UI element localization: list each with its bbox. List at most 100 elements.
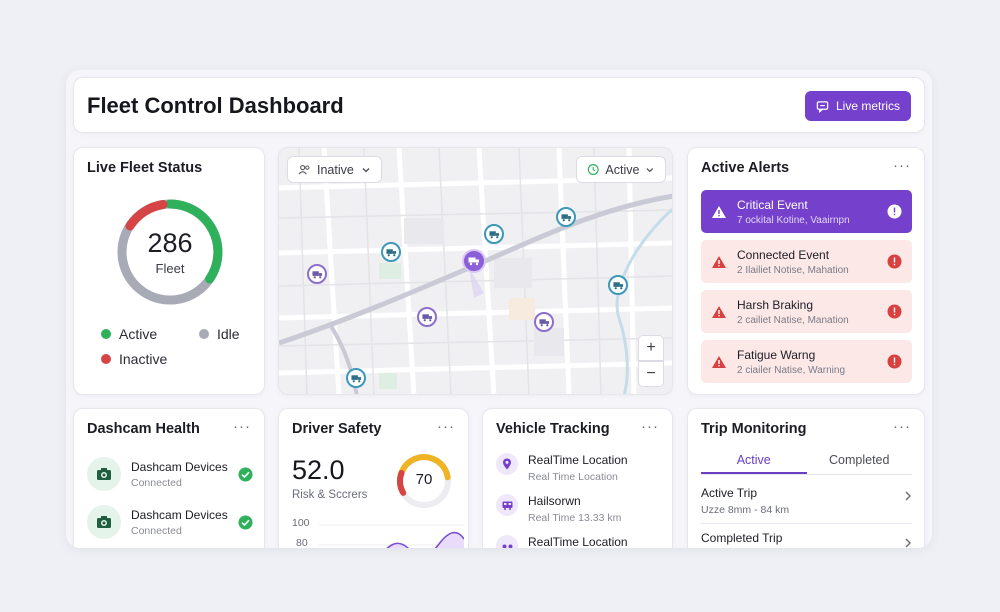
dashcam-title: Dashcam Health — [87, 421, 200, 437]
location-pin-icon — [496, 453, 518, 475]
donut-active-segment — [165, 199, 223, 284]
truck-icon — [612, 281, 623, 289]
alert-title: Critical Event — [737, 197, 808, 212]
error-icon — [887, 304, 902, 319]
zoom-out-button[interactable]: − — [638, 361, 664, 387]
dashcam-device-row[interactable]: Dashcam Devices Connected — [87, 457, 253, 491]
tab-completed[interactable]: Completed — [829, 453, 890, 467]
truck-icon — [421, 313, 432, 321]
warning-triangle-icon — [712, 305, 726, 318]
gauge-value: 70 — [415, 471, 433, 488]
vehicle-pin[interactable] — [417, 307, 437, 327]
tracking-item[interactable]: Hailsorwn Real Time 13.33 km — [496, 494, 621, 524]
fleet-total: 286 — [147, 228, 193, 258]
alert-subtitle: 2 ciailer Natise, Warning — [737, 364, 846, 376]
warning-triangle-icon — [712, 355, 726, 368]
chevron-right-icon — [905, 491, 911, 501]
trip-row[interactable]: Active Trip Uzze 8mm - 84 km — [701, 486, 912, 524]
alert-title: Fatigue Warng — [737, 347, 816, 362]
vehicle-pin-selected[interactable] — [462, 249, 486, 273]
device-status: Connected — [131, 476, 182, 489]
legend-label: Idle — [217, 326, 240, 342]
legend-dot-inactive — [101, 354, 111, 364]
active-alerts-card: Active Alerts ··· Critical Event 7 ockit… — [687, 147, 925, 395]
legend-label: Active — [119, 326, 158, 342]
dashcam-device-row[interactable]: Dashcam Devices Connected — [87, 505, 253, 539]
live-metrics-button[interactable]: Live metrics — [805, 91, 911, 121]
map-streets — [279, 148, 672, 394]
clock-icon — [587, 164, 599, 175]
legend-dot-active — [101, 329, 111, 339]
header-bar: Fleet Control Dashboard Live metrics — [73, 77, 925, 133]
trip-row[interactable]: Completed Trip — [701, 531, 912, 548]
truck-icon — [488, 230, 499, 238]
alert-item[interactable]: Connected Event 2 Ilailiet Notise, Mahat… — [701, 240, 912, 283]
trip-row-title: Completed Trip — [701, 531, 783, 545]
alert-item[interactable]: Harsh Braking 2 cailiet Natise, Manation — [701, 290, 912, 333]
alert-subtitle: 7 ockital Kotine, Vaairnpn — [737, 214, 850, 226]
vehicle-pin[interactable] — [346, 368, 366, 388]
map-filter-right-dropdown[interactable]: Active — [576, 156, 666, 183]
chevron-down-icon — [362, 167, 370, 172]
chevron-down-icon — [646, 167, 654, 172]
warning-triangle-icon — [712, 205, 726, 218]
vehicle-pin[interactable] — [307, 264, 327, 284]
map-filter-left-dropdown[interactable]: Inative — [287, 156, 382, 183]
chevron-right-icon — [905, 538, 911, 548]
vehicle-pin[interactable] — [381, 242, 401, 262]
tracking-item-title: Hailsorwn — [528, 494, 581, 508]
zoom-in-button[interactable]: + — [638, 335, 664, 361]
driver-safety-card: Driver Safety ··· 52.0 Risk & Sccrers 70… — [278, 408, 469, 548]
tracking-item[interactable]: RealTime Location Real Time Location — [496, 453, 628, 483]
alerts-title: Active Alerts — [701, 160, 790, 176]
trip-row-title: Active Trip — [701, 486, 758, 500]
axis-tick: 100 — [292, 517, 310, 529]
legend-active: Active — [101, 326, 157, 342]
more-options-icon[interactable]: ··· — [233, 418, 251, 435]
dashcam-health-card: Dashcam Health ··· Dashcam Devices Conne… — [73, 408, 265, 548]
alert-item[interactable]: Fatigue Warng 2 ciailer Natise, Warning — [701, 340, 912, 383]
vehicle-pin[interactable] — [556, 207, 576, 227]
trip-row-subtitle: Uzze 8mm - 84 km — [701, 504, 790, 516]
safety-score-label: Risk & Sccrers — [292, 489, 368, 501]
legend-inactive: Inactive — [101, 351, 167, 367]
trip-monitoring-title: Trip Monitoring — [701, 421, 807, 437]
more-options-icon[interactable]: ··· — [437, 418, 455, 435]
legend-dot-idle — [199, 329, 209, 339]
live-metrics-label: Live metrics — [835, 99, 900, 113]
vehicle-pin[interactable] — [484, 224, 504, 244]
fleet-status-title: Live Fleet Status — [87, 160, 203, 176]
alert-title: Harsh Braking — [737, 297, 814, 312]
safety-score: 52.0 — [292, 455, 345, 485]
fleet-donut-chart — [117, 199, 223, 305]
fleet-map[interactable]: Inative Active + − — [278, 147, 673, 395]
alert-subtitle: 2 Ilailiet Notise, Mahation — [737, 264, 849, 276]
page-title: Fleet Control Dashboard — [87, 93, 344, 118]
alert-item-critical[interactable]: Critical Event 7 ockital Kotine, Vaairnp… — [701, 190, 912, 233]
more-options-icon[interactable]: ··· — [893, 157, 911, 174]
vehicle-pin[interactable] — [608, 275, 628, 295]
donut-inactive-segment — [125, 200, 168, 231]
fleet-total-label: Fleet — [155, 261, 185, 276]
driver-safety-title: Driver Safety — [292, 421, 382, 437]
bus-icon — [496, 494, 518, 516]
vehicle-pin[interactable] — [534, 312, 554, 332]
tracking-item[interactable]: RealTime Location — [496, 535, 628, 548]
truck-icon — [468, 257, 479, 266]
legend-label: Inactive — [119, 351, 168, 367]
truck-icon — [560, 213, 571, 221]
vehicle-tracking-title: Vehicle Tracking — [496, 421, 610, 437]
device-name: Dashcam Devices — [131, 507, 228, 522]
more-options-icon[interactable]: ··· — [641, 418, 659, 435]
error-icon — [887, 254, 902, 269]
tab-active[interactable]: Active — [701, 453, 807, 474]
tracking-item-subtitle: Real Time Location — [528, 471, 618, 483]
more-options-icon[interactable]: ··· — [893, 418, 911, 435]
map-filter-left-value: Inative — [317, 162, 354, 177]
check-circle-icon — [238, 515, 253, 529]
tracking-item-title: RealTime Location — [528, 453, 628, 467]
dashboard-frame: Fleet Control Dashboard Live metrics Liv… — [66, 70, 932, 548]
truck-icon — [311, 270, 322, 278]
trip-monitoring-card: Trip Monitoring ··· Active Completed Act… — [687, 408, 925, 548]
live-fleet-status-card: Live Fleet Status 286 Fleet Active Idle … — [73, 147, 265, 395]
